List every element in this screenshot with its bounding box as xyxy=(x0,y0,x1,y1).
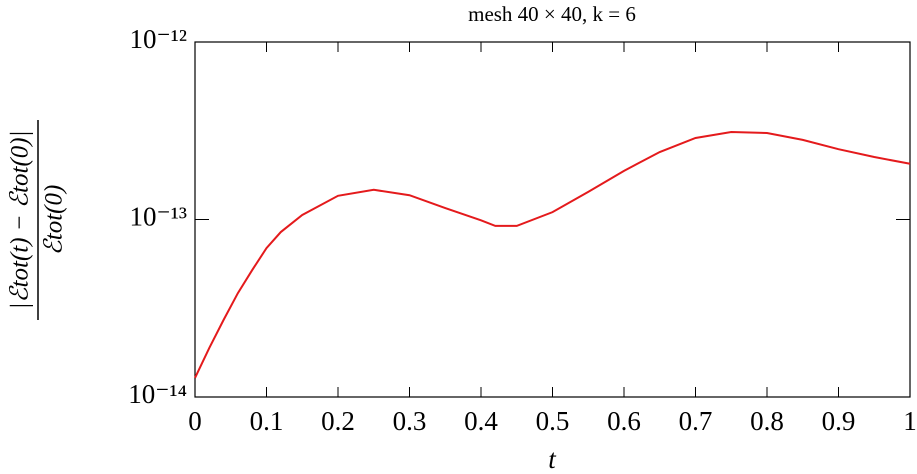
y-tick-label: 10⁻¹² xyxy=(130,24,187,54)
y-tick-label: 10⁻¹⁴ xyxy=(128,379,187,409)
data-line xyxy=(194,131,911,379)
x-tick-label: 0.7 xyxy=(679,406,713,436)
x-tick-label: 0.3 xyxy=(393,406,427,436)
y-label-denominator: ℰtot(0) xyxy=(41,185,68,256)
x-tick-label: 0 xyxy=(188,406,202,436)
x-tick-label: 0.9 xyxy=(822,406,856,436)
plot-frame xyxy=(194,41,911,398)
x-tick-label: 0.4 xyxy=(464,406,498,436)
x-tick-label: 0.6 xyxy=(607,406,641,436)
x-axis-label: t xyxy=(548,444,557,474)
x-tick-label: 0.5 xyxy=(536,406,570,436)
x-tick-label: 0.2 xyxy=(321,406,355,436)
y-axis-label: |ℰtot(t) − ℰtot(0)| ℰtot(0) xyxy=(7,120,68,320)
chart-title: mesh 40 × 40, k = 6 xyxy=(468,2,636,26)
x-tick-label: 1 xyxy=(903,406,917,436)
x-tick-label: 0.8 xyxy=(750,406,784,436)
x-tick-label: 0.1 xyxy=(250,406,284,436)
y-label-numerator: |ℰtot(t) − ℰtot(0)| xyxy=(7,131,34,310)
y-tick-label: 10⁻¹³ xyxy=(130,202,187,232)
